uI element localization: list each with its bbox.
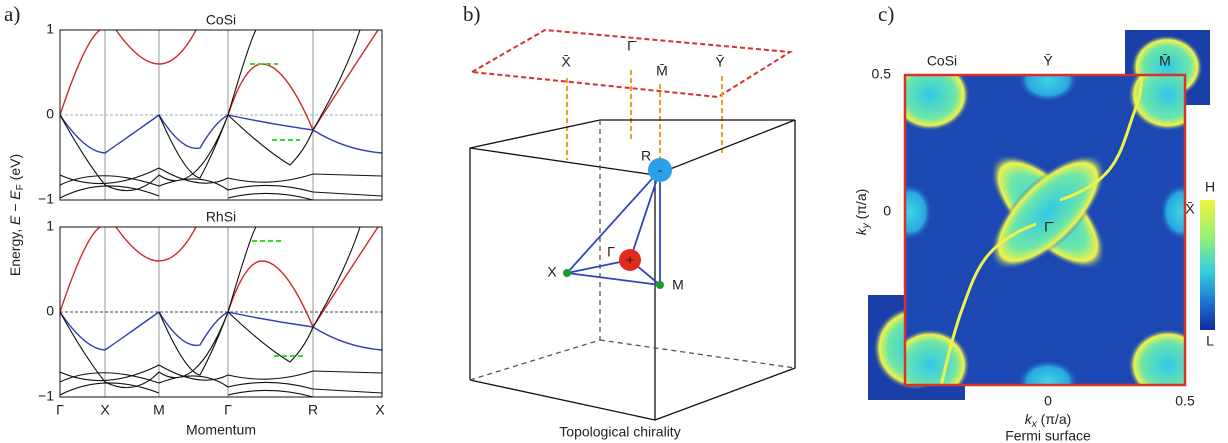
point: [656, 281, 664, 289]
bulk-point-label: Γ: [607, 244, 615, 260]
bulk-point-label: M: [672, 277, 684, 293]
caption: Topological chirality: [559, 424, 680, 440]
plot-top: [60, 30, 382, 200]
bulk-point-label: R: [641, 148, 651, 164]
x-tick-label: Γ: [224, 402, 232, 418]
page: Figure {"panel_a": {"label": "a)", "y_ax…: [0, 0, 1228, 443]
cube-edge: [470, 175, 655, 420]
hidden-edge: [470, 120, 600, 380]
pocket: [1128, 329, 1208, 401]
projection-lines: [567, 70, 722, 160]
y-axis-label: Energy, E − EF (eV): [7, 154, 26, 276]
label-part: (π/a): [853, 189, 869, 224]
y-tick-label: 0.5: [872, 66, 892, 82]
y-tick-label: 1: [46, 21, 54, 37]
x-tick-label: X: [100, 402, 110, 418]
point: [563, 269, 571, 277]
y-tick-label: 0: [46, 303, 54, 319]
colorbar-label: H: [1205, 179, 1215, 195]
panel-label: c): [878, 2, 894, 26]
label-part: Energy,: [7, 225, 23, 276]
x-tick-label: R: [308, 402, 318, 418]
hidden-edge: [600, 340, 795, 368]
x-tick-label: Γ: [56, 402, 64, 418]
y-tick-label: 0: [883, 203, 891, 219]
label-part: (eV): [7, 154, 23, 184]
label-part: −: [7, 200, 23, 216]
pocket: [1160, 184, 1204, 240]
bz-lines: [567, 170, 660, 285]
x-tick-label: M: [153, 402, 165, 418]
charge-label: -: [658, 162, 663, 178]
y-tick-label: −1: [38, 388, 54, 404]
body: a) Energy, E − EF (eV) CoSi 1 0 −1 RhSi …: [0, 0, 1228, 443]
point-label: M̄: [1159, 53, 1171, 69]
charge-label: +: [626, 252, 634, 268]
plot-title: RhSi: [206, 209, 236, 225]
figure: a) Energy, E − EF (eV) CoSi 1 0 −1 RhSi …: [0, 0, 1228, 443]
surface-point-label: Γ̄: [627, 38, 637, 54]
y-axis-label: ky (π/a): [853, 189, 872, 236]
surface-point-label: M̄: [656, 63, 668, 79]
panel-label: b): [463, 2, 481, 26]
plot-bottom: [60, 227, 382, 397]
y-tick-label: 0: [46, 106, 54, 122]
y-tick-label: 1: [46, 218, 54, 234]
material-label: CoSi: [927, 53, 957, 69]
surface-point-label: Ȳ: [715, 54, 725, 70]
y-tick-label: −1: [38, 191, 54, 207]
colorbar-label: L: [1206, 333, 1214, 349]
x-axis-label: Momentum: [186, 422, 256, 438]
bulk-point-label: X: [547, 264, 557, 280]
x-tick-label: X: [375, 402, 385, 418]
pocket: [888, 184, 932, 240]
plot-title: CoSi: [206, 12, 236, 28]
bz-line: [567, 273, 660, 285]
cube-edge: [655, 120, 795, 420]
label-part: (π/a): [1037, 411, 1072, 427]
x-tick-label: 0.5: [1175, 393, 1195, 409]
x-tick-label: 0: [1044, 393, 1052, 409]
point-label: X̄: [1185, 201, 1195, 217]
caption: Fermi surface: [1005, 428, 1091, 443]
panel-label: a): [4, 2, 20, 26]
point-label: Ȳ: [1043, 53, 1053, 69]
surface-point-label: X̄: [561, 54, 571, 70]
colorbar: [1200, 200, 1215, 330]
pocket: [890, 59, 970, 131]
